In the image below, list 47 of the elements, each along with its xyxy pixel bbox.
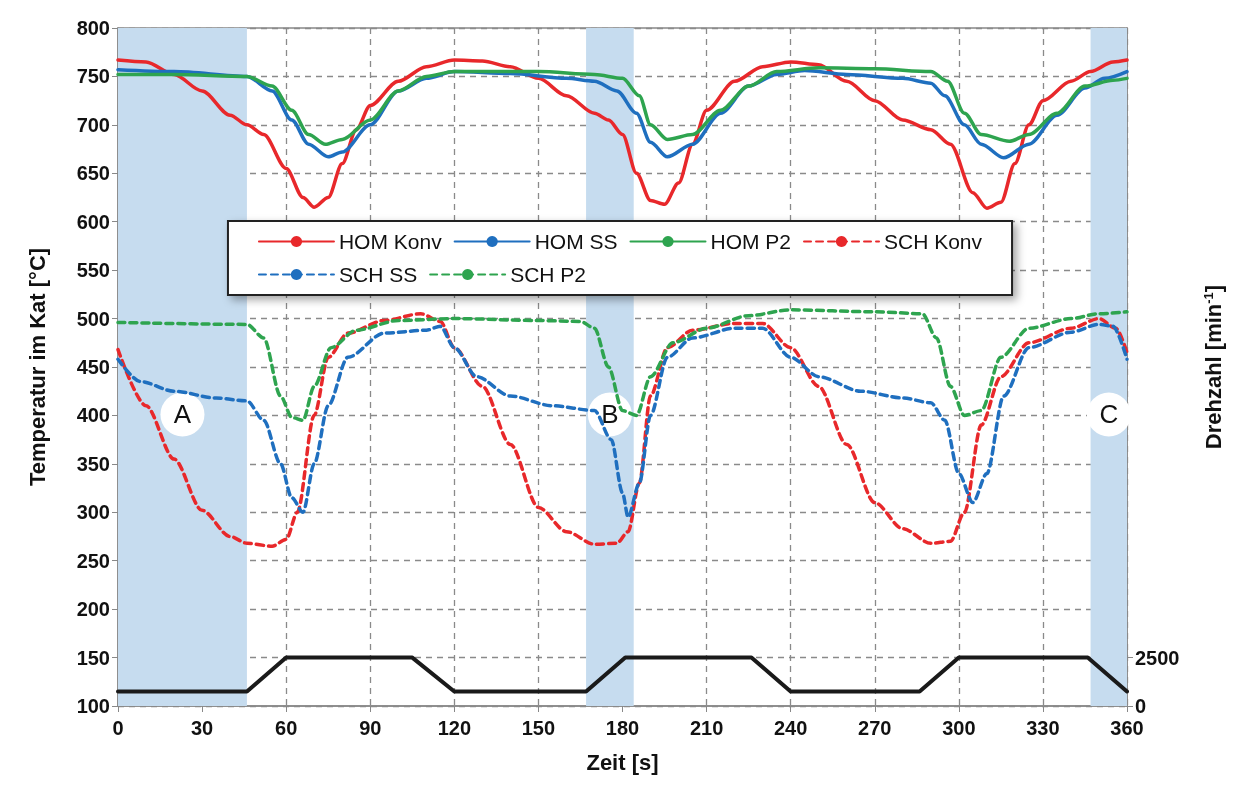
y-tick-label: 150 [76, 646, 110, 669]
x-tick-label: 360 [1110, 717, 1144, 739]
x-axis-title: Zeit [s] [586, 749, 659, 775]
legend-label: HOM P2 [710, 230, 792, 253]
y-tick-label: 500 [76, 307, 110, 330]
band-label: C [1099, 399, 1119, 430]
legend-label: SCH Konv [884, 230, 983, 253]
legend-label: SCH P2 [510, 263, 586, 286]
y-tick-label: 750 [76, 65, 110, 88]
y2-tick-label: 2500 [1135, 646, 1180, 669]
band-label: B [601, 399, 619, 430]
y-tick-label: 600 [76, 210, 110, 233]
x-tick-label: 30 [190, 717, 214, 739]
x-tick-label: 90 [359, 717, 382, 739]
legend-label: HOM Konv [338, 230, 443, 253]
y-tick-label: 400 [76, 404, 110, 427]
y-tick-label: 800 [76, 17, 110, 39]
y-tick-label: 200 [76, 598, 110, 621]
x-tick-label: 60 [275, 717, 298, 739]
x-tick-label: 180 [605, 717, 640, 739]
band-label: A [173, 399, 192, 430]
line-series [116, 308, 1129, 423]
y-tick-label: 250 [76, 549, 110, 572]
y-tick-label: 550 [76, 259, 110, 282]
x-tick-label: 120 [437, 717, 472, 739]
line-series [116, 65, 1129, 146]
y-tick-label: 650 [76, 162, 110, 185]
line-series [116, 322, 1129, 519]
x-tick-label: 270 [858, 717, 892, 739]
x-tick-label: 150 [521, 717, 556, 739]
x-tick-label: 300 [942, 717, 976, 739]
y-tick-label: 700 [76, 113, 110, 136]
x-tick-label: 0 [112, 717, 124, 739]
y2-axis-title: Drehzahl [min-1] [1200, 284, 1226, 450]
x-tick-label: 240 [773, 717, 808, 739]
line-series [116, 311, 1129, 548]
y-axis-title: Temperatur im Kat [°C] [24, 247, 50, 487]
x-tick-label: 210 [689, 717, 724, 739]
y-tick-label: 450 [76, 356, 110, 378]
line-series [116, 58, 1129, 210]
legend-label: HOM SS [534, 230, 618, 253]
y2-tick-label: 0 [1135, 695, 1147, 717]
y-tick-label: 300 [76, 501, 110, 524]
legend-label: SCH SS [338, 263, 418, 286]
x-tick-label: 330 [1026, 717, 1060, 739]
y-tick-label: 100 [76, 695, 110, 717]
y-tick-label: 350 [76, 452, 110, 475]
